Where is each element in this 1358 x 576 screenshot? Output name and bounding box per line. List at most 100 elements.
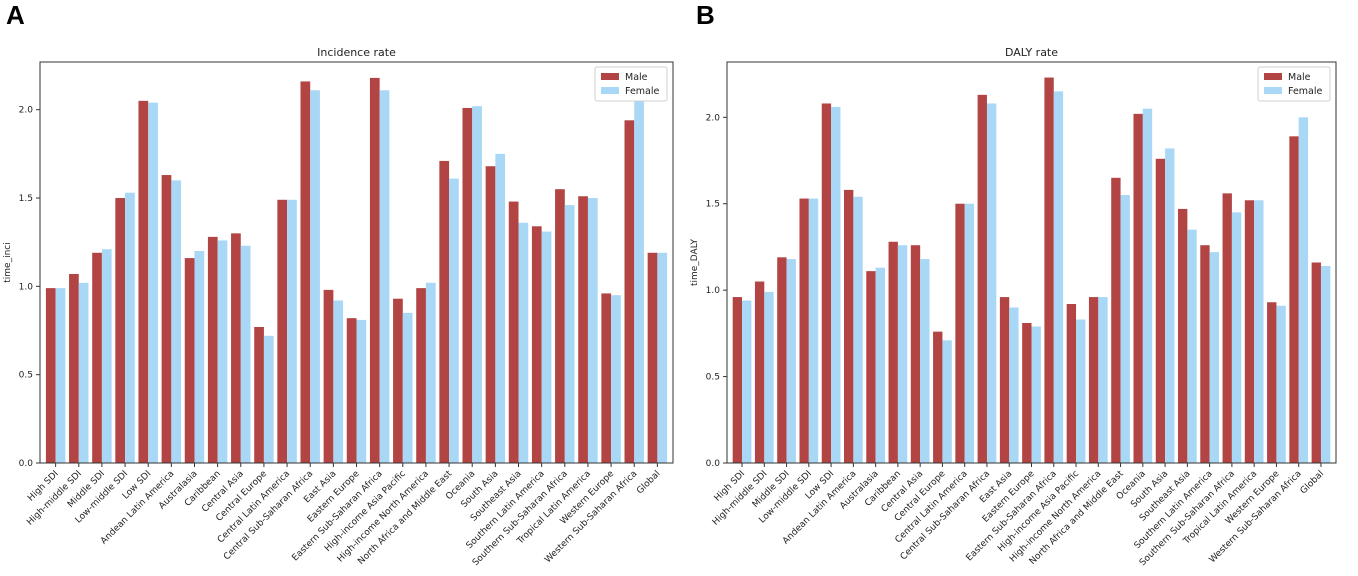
bar-female-b bbox=[764, 291, 774, 463]
bar-female-b bbox=[742, 300, 752, 463]
bar-female-a bbox=[55, 288, 66, 463]
bar-male-a bbox=[138, 100, 149, 463]
bar-male-a bbox=[508, 201, 519, 464]
bar-male-a bbox=[254, 326, 264, 463]
bar-female-b bbox=[986, 103, 997, 463]
bar-male-a bbox=[207, 236, 218, 463]
bar-female-a bbox=[240, 245, 251, 463]
bar-female-a bbox=[564, 205, 575, 463]
bar-female-a bbox=[541, 231, 552, 463]
bar-female-a bbox=[657, 252, 668, 463]
bar-male-b bbox=[1200, 245, 1210, 463]
y-tick-label-a: 0.0 bbox=[19, 459, 34, 469]
bar-male-a bbox=[485, 166, 496, 463]
y-tick-label-b: 0.5 bbox=[706, 373, 720, 383]
bar-female-a bbox=[425, 282, 436, 463]
bar-male-a bbox=[369, 77, 380, 463]
bar-female-a bbox=[125, 192, 135, 463]
bar-male-a bbox=[393, 298, 403, 463]
bar-male-b bbox=[1133, 113, 1143, 463]
bar-female-b bbox=[831, 106, 841, 464]
y-axis-label-b: time_DALY bbox=[690, 238, 700, 286]
y-tick-label-a: 2.0 bbox=[19, 106, 34, 116]
x-tick-label-a: Global bbox=[635, 469, 662, 496]
y-tick-label-b: 1.5 bbox=[706, 200, 720, 210]
bar-male-a bbox=[92, 252, 102, 463]
bar-male-a bbox=[346, 318, 357, 463]
bar-male-b bbox=[1311, 262, 1321, 463]
y-tick-label-b: 2.0 bbox=[706, 113, 721, 123]
bar-female-a bbox=[518, 222, 529, 463]
bar-female-b bbox=[1231, 212, 1242, 463]
bar-female-a bbox=[171, 180, 182, 464]
bar-male-b bbox=[1044, 77, 1054, 464]
bar-female-a bbox=[287, 199, 297, 463]
bar-male-b bbox=[866, 271, 876, 463]
bar-male-b bbox=[955, 203, 965, 463]
bar-female-b bbox=[920, 259, 930, 463]
legend-label-male-b: Male bbox=[1288, 72, 1311, 83]
bar-female-b bbox=[1298, 117, 1309, 463]
bar-male-b bbox=[1088, 297, 1099, 463]
bar-female-b bbox=[964, 203, 975, 463]
bar-female-a bbox=[356, 319, 367, 463]
bar-male-a bbox=[555, 189, 565, 463]
bar-male-a bbox=[300, 81, 311, 464]
bar-male-b bbox=[821, 103, 832, 463]
bar-female-b bbox=[875, 267, 885, 463]
y-tick-label-b: 0.0 bbox=[706, 459, 721, 469]
legend-swatch-male-a bbox=[601, 73, 619, 80]
bar-male-a bbox=[601, 293, 612, 463]
y-tick-label-a: 1.5 bbox=[19, 194, 33, 204]
bar-male-b bbox=[933, 331, 943, 463]
bar-male-a bbox=[439, 160, 450, 463]
bar-male-b bbox=[1289, 136, 1299, 463]
bar-male-b bbox=[1178, 208, 1188, 463]
bar-female-a bbox=[472, 106, 482, 463]
bar-female-a bbox=[148, 102, 158, 464]
bar-male-a bbox=[161, 175, 172, 464]
bar-female-b bbox=[1009, 307, 1019, 463]
bar-female-a bbox=[495, 153, 506, 464]
bar-male-a bbox=[531, 226, 542, 463]
bar-female-a bbox=[634, 99, 644, 463]
plot-frame-a bbox=[39, 61, 674, 464]
bar-female-a bbox=[78, 282, 89, 463]
bar-female-b bbox=[1142, 108, 1153, 464]
bar-male-a bbox=[45, 288, 56, 463]
bar-female-b bbox=[1098, 297, 1108, 463]
bar-male-a bbox=[647, 252, 658, 463]
panel-label-a: A bbox=[6, 0, 25, 30]
x-tick-label-b: Global bbox=[1299, 469, 1326, 496]
plot-frame-b bbox=[726, 61, 1337, 464]
y-tick-label-a: 1.0 bbox=[19, 282, 34, 292]
bar-male-a bbox=[115, 198, 126, 463]
panel-label-b: B bbox=[696, 0, 715, 30]
bar-male-a bbox=[231, 233, 241, 463]
chart-title-a: Incidence rate bbox=[317, 46, 396, 59]
bar-female-b bbox=[1165, 148, 1175, 463]
bar-male-a bbox=[578, 196, 588, 464]
bar-female-b bbox=[1076, 319, 1086, 463]
bar-male-b bbox=[1066, 303, 1077, 463]
bar-female-b bbox=[1254, 200, 1264, 463]
bar-female-a bbox=[310, 90, 320, 464]
bar-female-a bbox=[333, 300, 344, 463]
bar-male-b bbox=[1267, 302, 1277, 463]
bar-female-a bbox=[379, 90, 390, 464]
bar-male-b bbox=[777, 257, 787, 463]
y-tick-label-b: 1.0 bbox=[706, 286, 721, 296]
bar-female-b bbox=[808, 198, 819, 463]
bar-male-a bbox=[416, 288, 426, 463]
bar-female-a bbox=[402, 312, 413, 463]
bar-female-a bbox=[263, 335, 274, 463]
bar-female-a bbox=[101, 249, 112, 463]
y-axis-label-a: time_inci bbox=[3, 242, 13, 283]
bar-male-b bbox=[1111, 177, 1121, 463]
bar-male-b bbox=[754, 281, 765, 463]
bar-female-b bbox=[1031, 326, 1041, 463]
bar-male-b bbox=[977, 94, 987, 463]
bar-female-b bbox=[1053, 91, 1064, 464]
bar-female-a bbox=[217, 240, 228, 463]
